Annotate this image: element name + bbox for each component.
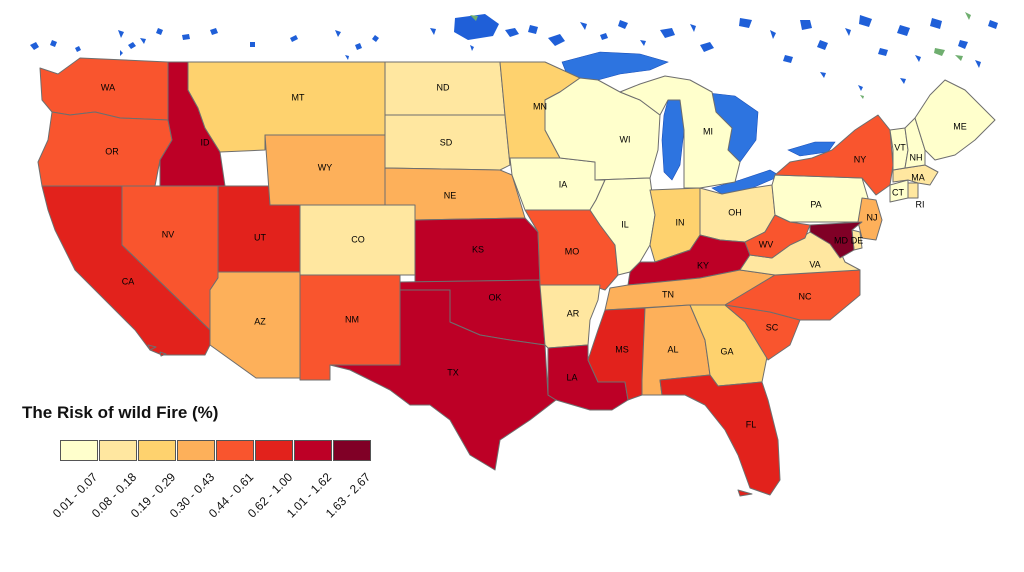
state-ME xyxy=(914,79,996,161)
lake-ontario xyxy=(787,141,836,157)
state-NY xyxy=(774,114,894,196)
state-label-CA: CA xyxy=(122,276,135,286)
state-label-GA: GA xyxy=(720,346,733,356)
state-WV xyxy=(744,214,811,259)
state-label-MD: MD xyxy=(834,235,848,245)
state-label-TX: TX xyxy=(447,367,459,377)
state-label-ID: ID xyxy=(201,137,211,147)
state-label-NV: NV xyxy=(162,229,175,239)
state-label-AL: AL xyxy=(667,344,678,354)
state-RI xyxy=(907,182,919,199)
state-label-NE: NE xyxy=(444,190,457,200)
state-label-MI: MI xyxy=(703,126,713,136)
state-label-LA: LA xyxy=(566,372,577,382)
state-FL-keys xyxy=(737,489,753,497)
state-label-SC: SC xyxy=(766,322,779,332)
state-label-SD: SD xyxy=(440,137,453,147)
state-label-NC: NC xyxy=(799,291,812,301)
state-WI xyxy=(544,77,661,181)
states-layer xyxy=(37,57,996,497)
state-label-PA: PA xyxy=(810,199,821,209)
state-label-WV: WV xyxy=(759,239,774,249)
lake-michigan xyxy=(661,99,685,181)
state-label-RI: RI xyxy=(916,199,925,209)
state-label-OR: OR xyxy=(105,146,119,156)
northern-lakes xyxy=(30,12,998,99)
legend-swatch-4 xyxy=(216,440,254,461)
state-label-UT: UT xyxy=(254,232,266,242)
state-MI xyxy=(619,75,741,189)
legend-swatch-5 xyxy=(255,440,293,461)
state-labels: WA OR CA ID NV UT AZ MT WY CO NM ND SD NE KS OK TX MN IA MO… xyxy=(101,82,967,429)
state-label-AR: AR xyxy=(567,308,580,318)
state-label-IA: IA xyxy=(559,179,568,189)
state-label-NM: NM xyxy=(345,314,359,324)
lake-superior xyxy=(561,51,669,81)
state-label-MT: MT xyxy=(292,92,305,102)
state-label-IN: IN xyxy=(676,217,685,227)
state-label-VT: VT xyxy=(894,142,906,152)
state-label-OH: OH xyxy=(728,207,742,217)
state-label-AZ: AZ xyxy=(254,316,266,326)
state-label-MN: MN xyxy=(533,101,547,111)
state-label-WA: WA xyxy=(101,82,115,92)
state-label-DE: DE xyxy=(851,235,864,245)
state-label-MS: MS xyxy=(615,344,629,354)
state-label-MO: MO xyxy=(565,246,580,256)
state-label-TN: TN xyxy=(662,289,674,299)
legend-swatch-6 xyxy=(294,440,332,461)
state-label-NJ: NJ xyxy=(867,212,878,222)
state-TX xyxy=(329,289,557,471)
state-label-KS: KS xyxy=(472,244,484,254)
state-label-KY: KY xyxy=(697,260,709,270)
state-FL xyxy=(659,374,781,496)
state-label-FL: FL xyxy=(746,419,757,429)
state-IA xyxy=(509,157,606,211)
legend-swatch-3 xyxy=(177,440,215,461)
state-label-MA: MA xyxy=(911,172,925,182)
state-label-IL: IL xyxy=(621,219,629,229)
state-label-CO: CO xyxy=(351,234,365,244)
legend-swatch-0 xyxy=(60,440,98,461)
state-label-CT: CT xyxy=(892,187,904,197)
legend-swatch-1 xyxy=(99,440,137,461)
state-label-NY: NY xyxy=(854,154,867,164)
state-label-OK: OK xyxy=(488,292,501,302)
state-CA-islands xyxy=(147,344,167,357)
legend-title: The Risk of wild Fire (%) xyxy=(22,403,219,422)
state-AR xyxy=(539,284,601,349)
legend-swatch-7 xyxy=(333,440,371,461)
legend-swatch-2 xyxy=(138,440,176,461)
state-SD xyxy=(384,114,511,171)
state-label-WY: WY xyxy=(318,162,333,172)
state-label-VA: VA xyxy=(809,259,820,269)
state-label-NH: NH xyxy=(910,152,923,162)
state-MA xyxy=(892,164,939,186)
state-NM xyxy=(299,274,401,381)
state-label-ME: ME xyxy=(953,121,967,131)
state-label-WI: WI xyxy=(620,134,631,144)
state-label-ND: ND xyxy=(437,82,450,92)
state-MD xyxy=(809,221,863,259)
